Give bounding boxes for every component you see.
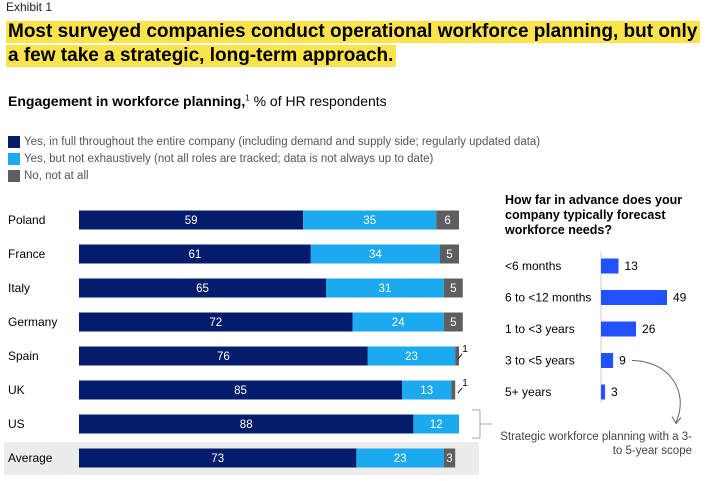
data-label-italy-series-2: 5 (450, 283, 456, 295)
category-label-poland: Poland (8, 213, 45, 227)
side-bar-5-years (601, 384, 606, 400)
bar-italy-series-2 (443, 278, 463, 298)
data-label-average-series-2: 3 (446, 453, 452, 465)
side-data-label-1-to-3-years: 26 (642, 322, 656, 336)
category-label-germany: Germany (8, 315, 57, 329)
bar-uk-series-1 (402, 380, 452, 400)
side-category-label-6-months: <6 months (505, 259, 561, 273)
bar-poland-series-2 (436, 210, 459, 230)
data-label-france-series-1: 34 (369, 249, 382, 261)
data-label-france-series-0: 61 (189, 249, 202, 261)
side-data-label-5-years: 3 (611, 385, 618, 399)
legend-item-full: Yes, in full throughout the entire compa… (8, 133, 540, 150)
chart-subtitle: Engagement in workforce planning,1 % of … (8, 93, 387, 109)
subtitle-footnote: 1 (245, 93, 250, 103)
side-chart-title: How far in advance does your company typ… (505, 193, 683, 237)
bar-uk-series-0 (79, 380, 402, 400)
side-category-label-3-to-5-years: 3 to <5 years (505, 354, 575, 368)
bar-spain-series-0 (79, 346, 368, 366)
data-label-uk-series-1: 13 (420, 385, 433, 397)
legend-swatch-full (8, 135, 20, 148)
bar-average-series-0 (79, 448, 357, 468)
data-label-poland-series-0: 59 (185, 215, 198, 227)
subtitle-rest: % of HR respondents (249, 93, 387, 109)
data-label-italy-series-1: 31 (379, 283, 392, 295)
category-label-average: Average (8, 451, 53, 465)
legend-item-partial: Yes, but not exhaustively (not all roles… (8, 150, 540, 167)
bar-average-series-1 (356, 448, 444, 468)
side-data-label-3-to-5-years: 9 (619, 354, 626, 368)
bar-spain-series-2 (455, 346, 459, 366)
annotation-arrowhead (671, 416, 682, 425)
side-bar-6-to-12-months (601, 290, 667, 305)
data-label-germany-series-1: 24 (392, 317, 405, 329)
legend: Yes, in full throughout the entire compa… (8, 133, 540, 184)
side-chart-annotation: Strategic workforce planning with a 3- t… (500, 431, 692, 457)
bar-italy-series-0 (79, 278, 326, 298)
data-label-poland-series-2: 6 (444, 215, 450, 227)
side-data-label-6-months: 13 (625, 259, 639, 273)
data-label-average-series-0: 73 (211, 453, 224, 465)
data-label-france-series-2: 5 (446, 249, 452, 261)
data-label-spain-series-1: 23 (405, 351, 418, 363)
data-label-us-series-1: 12 (430, 419, 443, 431)
bar-italy-series-1 (326, 278, 444, 298)
us-bracket (472, 409, 492, 439)
bar-spain-series-1 (367, 346, 456, 366)
category-label-spain: Spain (8, 349, 39, 363)
bar-poland-series-1 (303, 210, 437, 230)
legend-label-partial: Yes, but not exhaustively (not all roles… (24, 152, 434, 165)
data-label-italy-series-0: 65 (196, 283, 209, 295)
bar-germany-series-1 (352, 312, 444, 332)
exhibit-label: Exhibit 1 (6, 0, 53, 14)
bar-germany-series-2 (443, 312, 463, 332)
side-bar-6-months (601, 258, 619, 274)
bar-france-series-2 (440, 244, 459, 264)
data-label-uk-series-0: 85 (234, 385, 247, 397)
data-label-germany-series-0: 72 (209, 317, 222, 329)
bar-us-series-1 (413, 414, 459, 434)
category-label-france: France (8, 247, 46, 261)
headline: Most surveyed companies conduct operatio… (6, 20, 711, 68)
bar-average-series-2 (443, 448, 456, 468)
category-label-us: US (8, 417, 25, 431)
bar-uk-series-2 (451, 380, 456, 400)
callout-line-spain (457, 353, 463, 360)
side-category-label-1-to-3-years: 1 to <3 years (505, 322, 575, 336)
bar-germany-series-0 (79, 312, 353, 332)
data-label-spain-series-0: 76 (217, 351, 230, 363)
legend-label-full: Yes, in full throughout the entire compa… (24, 135, 541, 148)
data-label-average-series-1: 23 (394, 453, 407, 465)
bar-us-series-0 (79, 414, 414, 434)
side-category-label-6-to-12-months: 6 to <12 months (505, 291, 591, 305)
subtitle-bold: Engagement in workforce planning, (8, 93, 246, 109)
data-label-germany-series-2: 5 (450, 317, 456, 329)
side-data-label-6-to-12-months: 49 (673, 291, 687, 305)
side-bar-3-to-5-years (601, 353, 614, 368)
bar-france-series-1 (310, 244, 440, 264)
legend-label-no: No, not at all (24, 169, 89, 182)
category-label-italy: Italy (8, 281, 30, 295)
category-label-uk: UK (8, 383, 25, 397)
bar-poland-series-0 (79, 210, 304, 230)
legend-swatch-no (8, 169, 20, 182)
bar-france-series-0 (79, 244, 311, 264)
annotation-arrow (631, 360, 681, 423)
callout-line-uk (457, 387, 463, 394)
side-category-label-5-years: 5+ years (505, 385, 551, 399)
legend-swatch-partial (8, 152, 20, 165)
legend-item-no: No, not at all (8, 167, 540, 184)
data-label-us-series-0: 88 (240, 419, 253, 431)
data-label-poland-series-1: 35 (363, 215, 376, 227)
side-bar-1-to-3-years (601, 321, 637, 337)
callout-label-uk: 1 (462, 378, 468, 389)
callout-label-spain: 1 (462, 344, 468, 355)
